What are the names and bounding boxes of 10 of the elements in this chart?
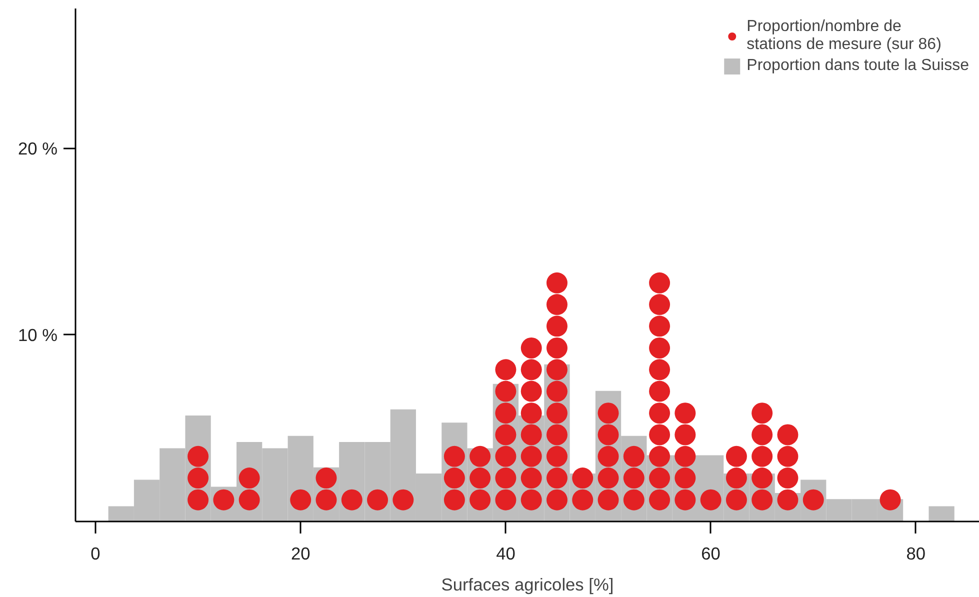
y-tick-label: 20 % <box>18 138 58 158</box>
x-tick-label: 40 <box>496 544 516 564</box>
legend-label: Proportion dans toute la Suisse <box>746 57 969 75</box>
x-tick-label: 60 <box>701 544 720 564</box>
x-tick-label: 80 <box>906 544 926 564</box>
x-axis-title: Surfaces agricoles [%] <box>441 574 614 594</box>
x-tick-label: 20 <box>290 544 310 564</box>
legend-label: Proportion/nombre de stations de mesure (sur 86) <box>746 18 942 54</box>
y-tick-label: 10 % <box>18 324 58 345</box>
x-tick-label: 0 <box>90 544 100 564</box>
